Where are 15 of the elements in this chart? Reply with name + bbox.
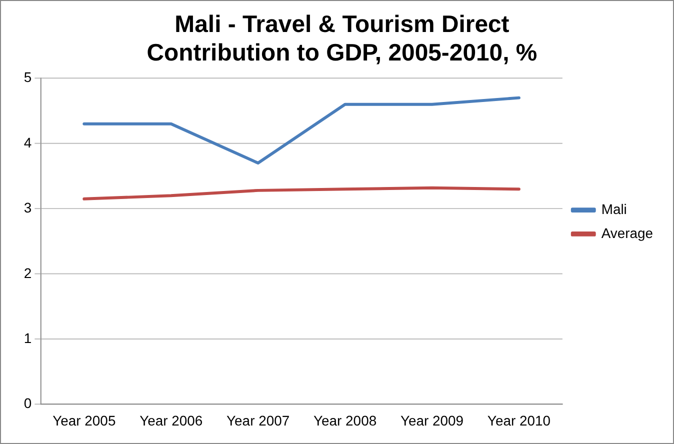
- y-tick-label: 4: [24, 134, 32, 150]
- x-tick-label: Year 2006: [140, 412, 203, 429]
- x-tick-label: Year 2007: [226, 412, 290, 429]
- x-tick-label: Year 2008: [313, 412, 377, 429]
- y-tick-label: 0: [24, 395, 32, 412]
- x-tick-label: Year 2005: [52, 412, 116, 429]
- y-tick-label: 5: [24, 69, 32, 86]
- y-tick-label: 1: [24, 330, 32, 346]
- y-tick-label: 2: [24, 264, 32, 281]
- x-tick-label: Year 2010: [487, 412, 551, 429]
- y-tick-label: 3: [24, 200, 32, 216]
- legend-label: Average: [601, 224, 654, 241]
- legend-label: Mali: [601, 200, 627, 217]
- chart-title: Mali - Travel & Tourism Direct Contribution to GDP, 2005-2010, %: [146, 10, 538, 67]
- x-tick-label: Year 2009: [400, 412, 464, 429]
